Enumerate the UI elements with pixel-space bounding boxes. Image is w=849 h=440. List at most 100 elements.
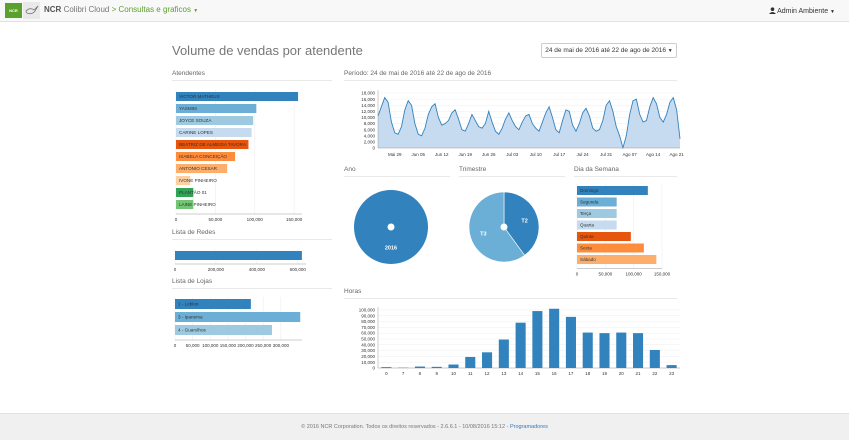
brand-title[interactable]: NCR Colibri Cloud > Consultas e graficos… <box>44 5 198 14</box>
bar <box>599 333 610 368</box>
colibri-bird-icon[interactable] <box>23 2 40 19</box>
date-range-button[interactable]: 24 de mai de 2016 até 22 de ago de 2016 … <box>541 43 677 58</box>
y-tick-label: 2,000 <box>364 139 376 144</box>
bar <box>577 209 617 218</box>
caret-down-icon: ▼ <box>830 9 835 15</box>
bar-label: Segunda <box>580 200 599 205</box>
caret-down-icon: ▼ <box>193 8 199 14</box>
trimestre-pie-chart: T2 T3 <box>468 191 540 263</box>
y-tick-label: 50,000 <box>361 337 375 342</box>
bar-label: 1 - Leblon <box>178 302 199 307</box>
x-tick-label: 0 <box>385 371 388 376</box>
periodo-area-chart: 02,0004,0006,0008,00010,00012,00014,0001… <box>361 90 684 157</box>
dia-semana-bar-chart: 0 50,000 100,000 150,000 Domingo Segunda Terça… <box>576 184 671 277</box>
y-tick-label: 100,000 <box>359 308 376 313</box>
section-title-trimestre: Trimestre <box>459 166 487 173</box>
bar <box>176 104 257 113</box>
top-navbar: NCR NCR Colibri Cloud > Consultas e graf… <box>0 0 849 22</box>
bar <box>515 322 526 368</box>
bar-label: IVONE PINHEIRO <box>179 178 217 183</box>
user-icon <box>768 7 778 15</box>
x-tick-label: Jun 19 <box>458 152 472 157</box>
bar <box>565 316 576 368</box>
bar <box>176 92 299 101</box>
x-tick-label: 0 <box>576 272 579 277</box>
x-tick-label: 150,000 <box>220 343 237 348</box>
y-tick-label: 6,000 <box>364 127 376 132</box>
bar <box>582 332 593 368</box>
x-tick-label: 9 <box>435 371 438 376</box>
bar <box>482 352 493 368</box>
bar <box>448 364 459 368</box>
y-tick-label: 14,000 <box>361 103 375 108</box>
section-title-ano: Ano <box>344 166 356 173</box>
x-tick-label: Jul 31 <box>600 152 613 157</box>
bar-label: 3 - Ipanema <box>178 315 203 320</box>
y-tick-label: 20,000 <box>361 354 375 359</box>
bar-label: Quarta <box>580 223 594 228</box>
divider <box>344 80 677 81</box>
pie-slice <box>468 191 525 263</box>
x-tick-label: 21 <box>636 371 642 376</box>
bar <box>577 197 617 207</box>
user-menu[interactable]: Admin Ambiente ▼ <box>768 6 835 15</box>
bar-label: YASMIM <box>179 106 197 111</box>
divider <box>344 298 677 299</box>
user-name: Admin Ambiente <box>777 8 829 15</box>
x-tick-label: 100,000 <box>626 272 643 277</box>
bar-label: Sexta <box>580 246 592 251</box>
x-tick-label: 0 <box>175 217 178 222</box>
y-tick-label: 60,000 <box>361 331 375 336</box>
x-tick-label: 400,000 <box>249 267 266 272</box>
y-tick-label: 80,000 <box>361 319 375 324</box>
bar <box>381 367 392 368</box>
atendentes-bar-chart: 0 50,000 100,000 150,000 VICTOR MATHEUS YASMI… <box>175 90 303 222</box>
brand-name: Colibri Cloud <box>63 5 110 14</box>
bar <box>176 152 236 161</box>
footer: © 2016 NCR Corporation. Todos os direito… <box>0 413 849 440</box>
x-tick-label: Mai 29 <box>388 152 402 157</box>
x-tick-label: 250,000 <box>255 343 272 348</box>
brand-bold: NCR <box>44 5 62 14</box>
ncr-logo[interactable]: NCR <box>5 3 22 18</box>
x-tick-label: Jun 26 <box>482 152 496 157</box>
breadcrumb-label: > Consultas e graficos <box>111 5 191 14</box>
x-tick-label: Jul 24 <box>577 152 590 157</box>
x-tick-label: 150,000 <box>654 272 671 277</box>
bar <box>532 311 543 368</box>
x-tick-label: 50,000 <box>208 217 222 222</box>
footer-text: © 2016 NCR Corporation. Todos os direito… <box>301 424 509 430</box>
x-tick-label: Ago 21 <box>670 152 685 157</box>
x-tick-label: Jul 03 <box>506 152 519 157</box>
bar <box>431 366 442 368</box>
y-tick-label: 16,000 <box>361 97 375 102</box>
bar <box>616 332 627 368</box>
breadcrumb-menu[interactable]: > Consultas e graficos ▼ <box>112 5 199 14</box>
x-tick-label: 14 <box>518 371 524 376</box>
y-tick-label: 90,000 <box>361 313 375 318</box>
y-tick-label: 8,000 <box>364 121 376 126</box>
x-tick-label: 7 <box>402 371 405 376</box>
bar <box>465 356 476 368</box>
x-tick-label: 20 <box>619 371 625 376</box>
x-tick-label: 600,000 <box>290 267 307 272</box>
bar <box>666 365 677 368</box>
x-tick-label: Jun 05 <box>412 152 426 157</box>
x-tick-label: 200,000 <box>237 343 254 348</box>
bar-label: 4 - Guarulhos <box>178 328 207 333</box>
divider <box>459 176 565 177</box>
y-tick-label: 10,000 <box>361 360 375 365</box>
bar-label: CARINE LOPES <box>179 130 213 135</box>
date-range-label: 24 de mai de 2016 até 22 de ago de 2016 <box>545 47 666 54</box>
x-tick-label: 13 <box>501 371 507 376</box>
bar <box>175 299 251 309</box>
x-tick-label: 22 <box>652 371 658 376</box>
x-tick-label: 150,000 <box>286 217 303 222</box>
bar-label: Terça <box>580 211 592 216</box>
bar <box>414 366 425 368</box>
pie-label: T2 <box>521 218 527 224</box>
footer-link-programadores[interactable]: Programadores <box>509 424 548 430</box>
y-tick-label: 10,000 <box>361 115 375 120</box>
bar <box>633 333 644 368</box>
series-line <box>377 96 681 150</box>
